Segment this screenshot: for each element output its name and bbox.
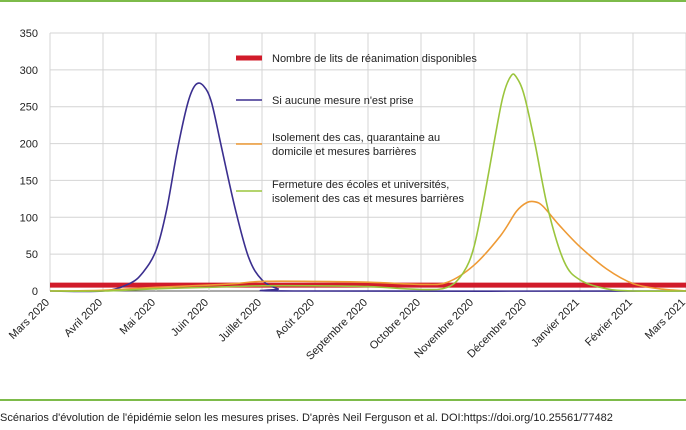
y-tick-label: 350 [20,28,38,40]
x-tick-label: Octobre 2020 [368,297,424,353]
x-tick-label: Juillet 2020 [216,297,264,345]
x-tick-label: Août 2020 [273,297,317,341]
legend-label-0: Nombre de lits de réanimation disponible… [272,53,477,65]
y-tick-label: 200 [20,139,38,151]
figure-caption: Scénarios d'évolution de l'épidémie selo… [0,412,613,424]
bottom-border [0,399,686,401]
legend-label-2: Isolement des cas, quarantaine au [272,132,440,144]
top-border [0,0,686,2]
legend-label-3: Fermeture des écoles et universités, [272,179,449,191]
legend-label-3: isolement des cas et mesures barrières [272,193,464,205]
y-tick-label: 50 [26,249,38,261]
x-tick-label: Mai 2020 [118,297,158,337]
y-axis-ticks: 0 50 100 150 200 250 300 350 [20,28,38,298]
series-line-3 [49,73,686,292]
y-tick-label: 150 [20,175,38,187]
x-tick-label: Janvier 2021 [529,297,582,350]
legend: Nombre de lits de réanimation disponible… [236,53,477,205]
series-line-1 [49,82,686,293]
series-line-2 [49,200,686,292]
x-tick-label: Juin 2020 [169,297,211,339]
epidemic-chart: 0 50 100 150 200 250 300 350 Mars 2020 Avril 202… [7,28,686,363]
y-tick-label: 250 [20,102,38,114]
y-tick-label: 0 [32,286,38,298]
x-tick-label: Avril 2020 [62,297,105,340]
legend-label-2: domicile et mesures barrières [272,146,417,158]
grid [49,32,686,292]
legend-label-1: Si aucune mesure n'est prise [272,95,414,107]
x-tick-label: Mars 2020 [7,297,52,342]
x-tick-label: Mars 2021 [643,297,686,342]
x-axis-ticks: Mars 2020 Avril 2020 Mai 2020 Juin 2020 Juil… [7,297,686,363]
x-tick-label: Février 2021 [583,297,635,349]
y-tick-label: 300 [20,65,38,77]
y-tick-label: 100 [20,212,38,224]
series-lines [49,73,686,293]
